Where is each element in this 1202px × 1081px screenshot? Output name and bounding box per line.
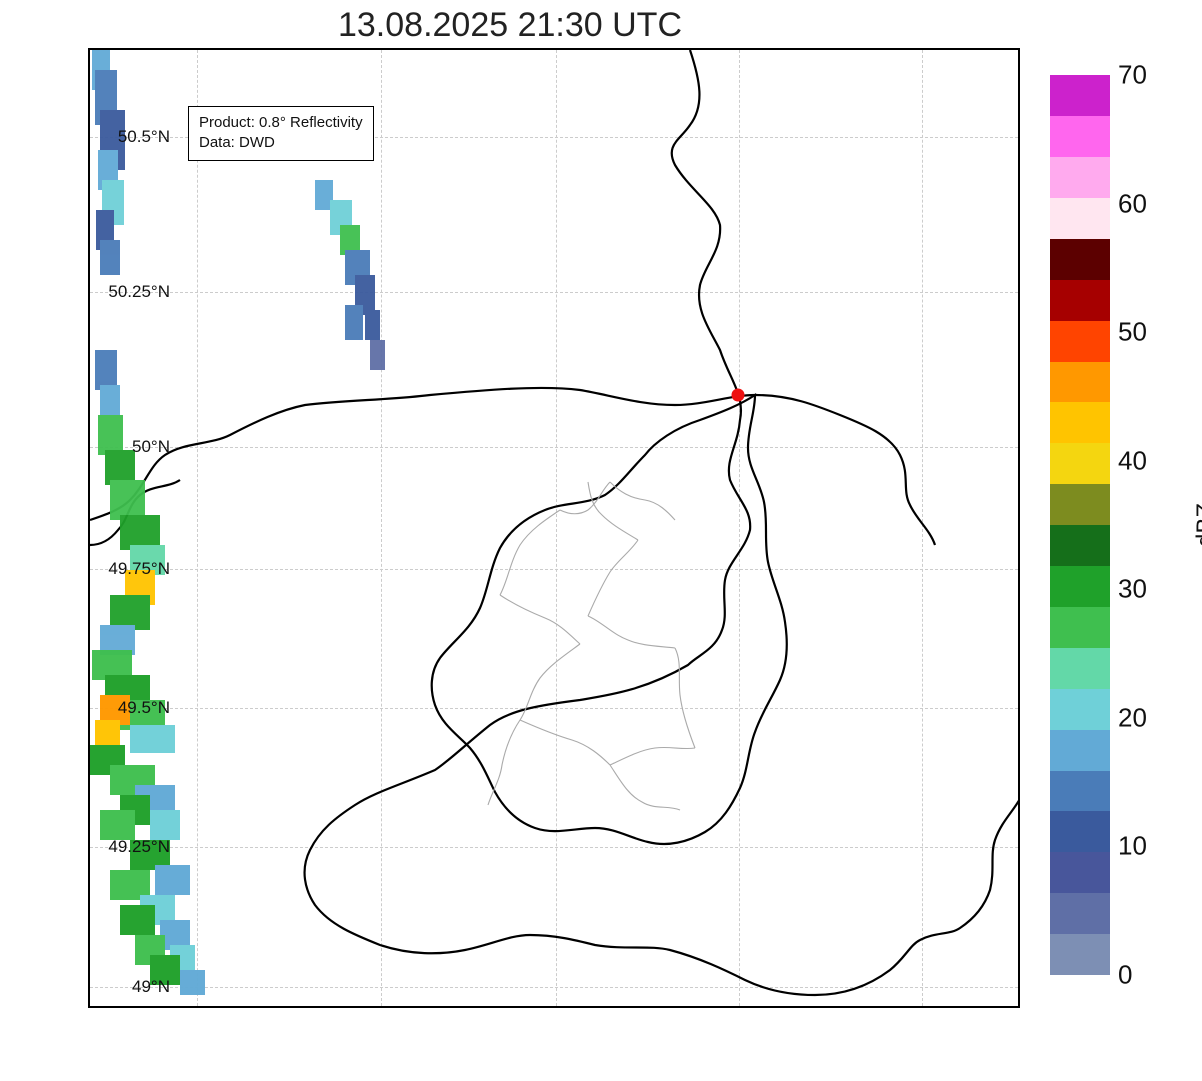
gridline-horizontal [90,708,1018,709]
colorbar-band-13 [1050,402,1110,443]
gridline-vertical [922,50,923,1006]
product-info-line2: Data: DWD [199,133,363,153]
colorbar-band-2 [1050,852,1110,893]
colorbar-band-20 [1050,116,1110,157]
colorbar-band-9 [1050,566,1110,607]
colorbar-band-17 [1050,239,1110,280]
ytick-label: 50.25°N [90,282,170,302]
ytick-label: 50°N [90,437,170,457]
colorbar-band-16 [1050,280,1110,321]
colorbar-band-21 [1050,75,1110,116]
gridline-horizontal [90,987,1018,988]
colorbar-tick: 50 [1118,317,1147,348]
radar-echo-layer [90,50,1020,1008]
station-marker[interactable] [732,389,745,402]
gridline-horizontal [90,292,1018,293]
colorbar-band-10 [1050,525,1110,566]
colorbar-band-18 [1050,198,1110,239]
country-borders-svg [90,50,1020,1008]
colorbar-band-14 [1050,362,1110,403]
colorbar-band-4 [1050,771,1110,812]
colorbar-band-12 [1050,443,1110,484]
gridline-vertical [381,50,382,1006]
gridline-horizontal [90,847,1018,848]
colorbar-tick: 30 [1118,574,1147,605]
colorbar-band-7 [1050,648,1110,689]
colorbar-title-label: dBZ [1192,503,1202,547]
gridline-vertical [556,50,557,1006]
colorbar-tick: 0 [1118,960,1132,991]
ytick-label: 49°N [90,977,170,997]
colorbar-tick: 40 [1118,445,1147,476]
gridline-horizontal [90,447,1018,448]
colorbar-tick: 10 [1118,831,1147,862]
colorbar-band-3 [1050,811,1110,852]
colorbar-band-8 [1050,607,1110,648]
ytick-label: 49.75°N [90,559,170,579]
colorbar-band-5 [1050,730,1110,771]
colorbar-band-19 [1050,157,1110,198]
colorbar-band-6 [1050,689,1110,730]
gridline-vertical [197,50,198,1006]
radar-map-page: 13.08.2025 21:30 UTC [0,0,1202,1081]
ytick-label: 49.5°N [90,698,170,718]
product-info-line1: Product: 0.8° Reflectivity [199,113,363,133]
colorbar-tick: 70 [1118,60,1147,91]
colorbar-band-11 [1050,484,1110,525]
colorbar[interactable]: 70 60 50 40 30 20 10 0 dBZ [1050,75,1110,975]
ytick-label: 50.5°N [90,127,170,147]
colorbar-band-0 [1050,934,1110,975]
colorbar-band-15 [1050,321,1110,362]
colorbar-tick: 20 [1118,702,1147,733]
page-title: 13.08.2025 21:30 UTC [0,6,1020,45]
product-info-box: Product: 0.8° Reflectivity Data: DWD [188,106,374,161]
colorbar-band-1 [1050,893,1110,934]
gridline-horizontal [90,569,1018,570]
ytick-label: 49.25°N [90,837,170,857]
radar-plot-area: Product: 0.8° Reflectivity Data: DWD 49°… [88,48,1020,1008]
colorbar-tick: 60 [1118,188,1147,219]
gridline-vertical [739,50,740,1006]
